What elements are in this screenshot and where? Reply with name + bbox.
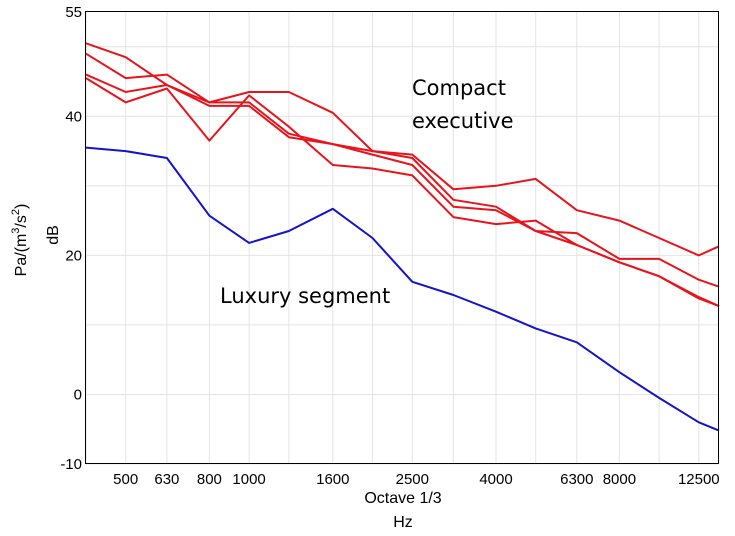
y-tick-label-2: 20: [65, 247, 82, 264]
annotation-compact-line1: Compact: [412, 76, 506, 100]
x-tick-label-4: 1600: [316, 471, 349, 488]
x-tick-label-3: 1000: [232, 471, 265, 488]
y-tick-labels: 55 40 20 0 -10: [60, 4, 82, 473]
x-tick-label-9: 12500: [678, 471, 720, 488]
x-tick-labels: 500 630 800 1000 1600 2500 4000 6300 8000 12500: [113, 471, 719, 488]
y-axis-label: dB: [45, 225, 62, 245]
series-lines: [85, 42, 720, 432]
grid-lines: [85, 12, 719, 465]
x-tick-label-0: 500: [113, 471, 138, 488]
y-axis-unit: Pa/(m3/s2): [10, 204, 30, 277]
y-unit-exp2: 2: [10, 209, 22, 215]
series-line-3: [85, 52, 720, 308]
y-unit-suffix: ): [13, 204, 30, 209]
plot-frame: [85, 11, 719, 464]
x-tick-label-5: 2500: [396, 471, 429, 488]
annotation-compact-line2: executive: [412, 109, 514, 133]
y-tick-label-3: 0: [74, 387, 82, 404]
series-line-4: [85, 146, 720, 432]
y-unit-exp1: 3: [10, 228, 22, 234]
annotation-luxury: Luxury segment: [220, 284, 390, 308]
x-tick-label-2: 800: [197, 471, 222, 488]
y-tick-label-0: 55: [65, 4, 82, 21]
x-tick-label-6: 4000: [479, 471, 512, 488]
x-axis-unit: Hz: [393, 514, 413, 531]
series-line-1: [85, 73, 720, 257]
series-line-0: [85, 42, 720, 288]
y-unit-prefix: Pa/(m: [13, 234, 30, 277]
x-tick-label-7: 6300: [560, 471, 593, 488]
y-tick-label-4: -10: [60, 456, 82, 473]
x-tick-label-8: 8000: [603, 471, 636, 488]
x-axis-label: Octave 1/3: [364, 490, 441, 507]
y-unit-mid: /s: [13, 215, 30, 227]
x-tick-label-1: 630: [154, 471, 179, 488]
y-tick-label-1: 40: [65, 108, 82, 125]
